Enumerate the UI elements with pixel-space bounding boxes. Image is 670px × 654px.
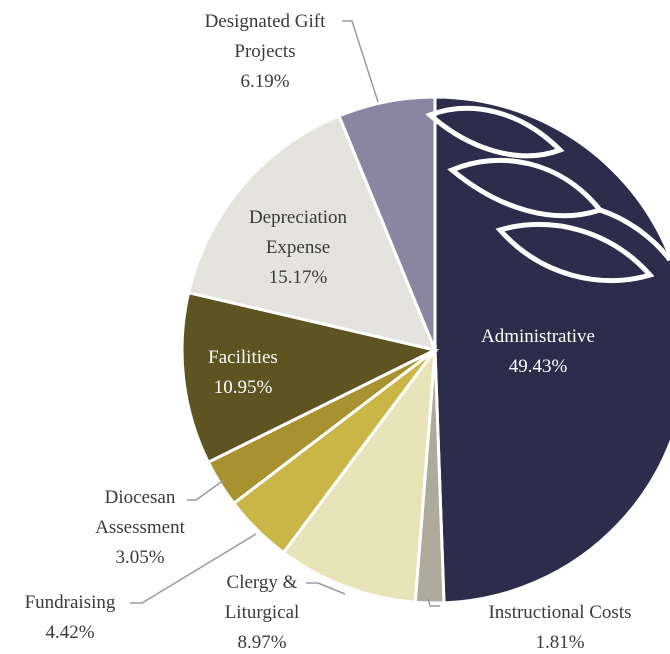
slice-label: Clergy & Liturgical 8.97%: [212, 568, 312, 654]
slice-value-label: 6.19%: [240, 71, 290, 92]
pie-slice: [337, 95, 437, 351]
slice-label: Designated Gift Projects 6.19%: [185, 7, 345, 97]
leader-lines: [130, 20, 440, 607]
slice-value-label: 1.81%: [535, 632, 585, 653]
slice-value-label: 49.43%: [508, 356, 568, 377]
slice-label: Fundraising 4.42%: [0, 588, 140, 648]
slice-name: Depreciation Expense: [248, 207, 348, 258]
slice-name: Fundraising: [24, 592, 116, 613]
slice-name: Facilities: [208, 347, 278, 368]
pie-slice: [281, 344, 437, 604]
slice-value-label: 4.42%: [45, 622, 95, 643]
slice-value-label: 3.05%: [115, 547, 165, 568]
slice-label: Administrative 49.43%: [438, 322, 638, 382]
slice-value-label: 15.17%: [268, 267, 328, 288]
decorative-leaves: [425, 105, 670, 284]
slice-name: Administrative: [481, 326, 595, 347]
slice-label: Diocesan Assessment 3.05%: [80, 483, 200, 573]
slice-name: Designated Gift Projects: [204, 11, 326, 62]
slice-name: Diocesan Assessment: [95, 487, 185, 538]
slice-label: Facilities 10.95%: [188, 343, 298, 403]
slice-name: Clergy & Liturgical: [224, 572, 300, 623]
pie-slice: [186, 113, 438, 353]
slice-label: Depreciation Expense 15.17%: [223, 203, 373, 293]
slice-value-label: 10.95%: [213, 377, 273, 398]
slice-name: Instructional Costs: [488, 602, 632, 623]
slice-value-label: 8.97%: [237, 632, 287, 653]
pie-slice: [180, 290, 440, 465]
slice-label: Instructional Costs 1.81%: [450, 598, 670, 654]
slices: [180, 95, 670, 605]
pie-slice: [433, 95, 670, 605]
